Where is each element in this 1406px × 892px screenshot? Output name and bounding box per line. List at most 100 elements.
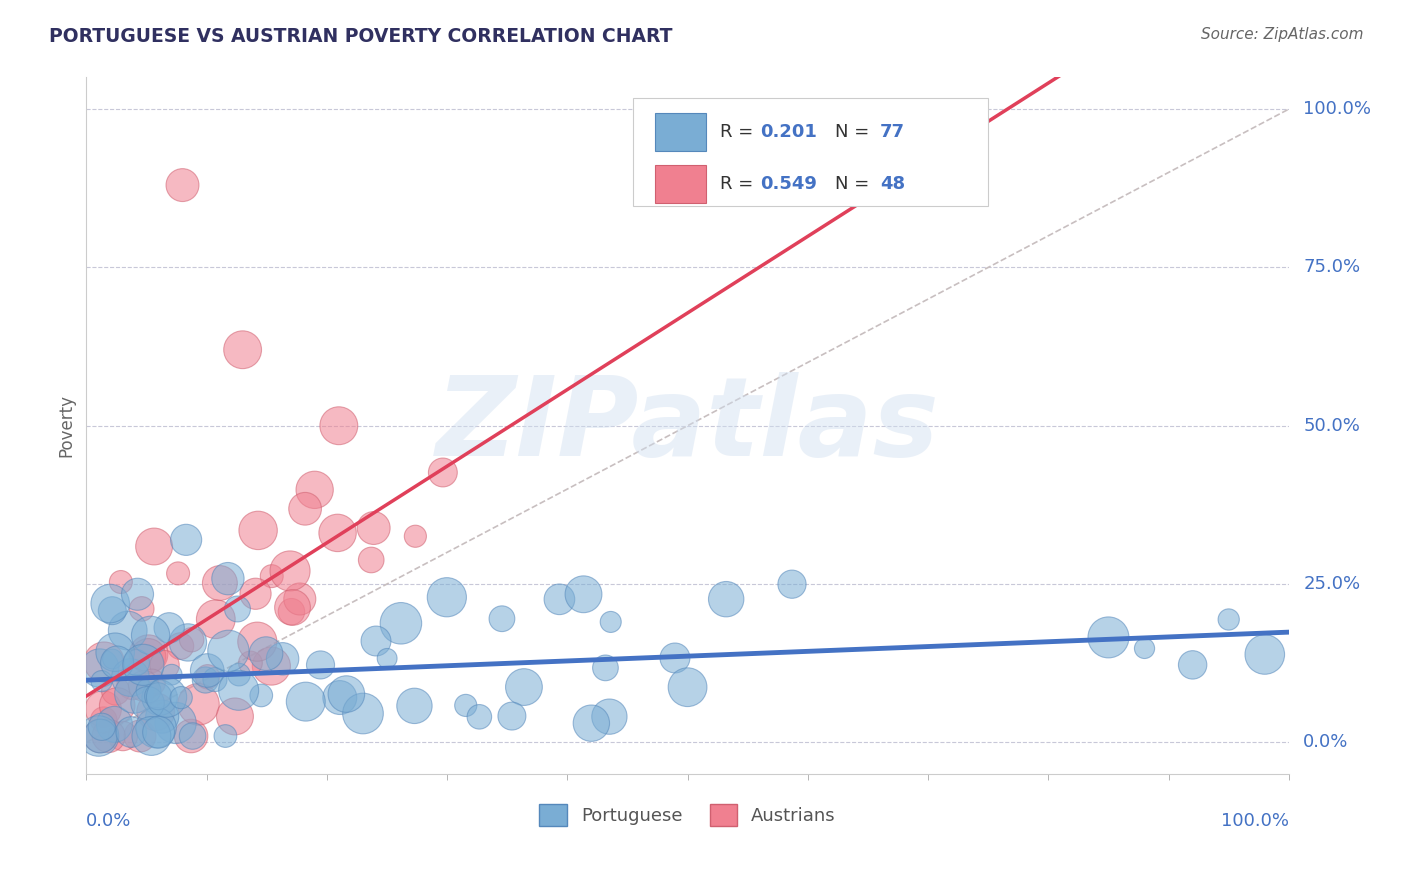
Point xyxy=(149,690,172,705)
Point xyxy=(432,466,454,480)
Point xyxy=(714,592,737,607)
Point xyxy=(548,592,571,607)
Point xyxy=(214,729,236,743)
Point xyxy=(172,178,194,193)
Point xyxy=(187,698,209,712)
Text: Source: ZipAtlas.com: Source: ZipAtlas.com xyxy=(1201,27,1364,42)
Point xyxy=(780,577,803,591)
Point xyxy=(101,604,124,618)
Point xyxy=(260,569,283,583)
Point xyxy=(93,713,115,727)
Text: 48: 48 xyxy=(880,175,905,193)
Point xyxy=(132,679,155,693)
Point xyxy=(157,621,180,635)
Point xyxy=(260,659,283,673)
Point xyxy=(294,695,316,709)
Point xyxy=(93,655,115,669)
Text: PORTUGUESE VS AUSTRIAN POVERTY CORRELATION CHART: PORTUGUESE VS AUSTRIAN POVERTY CORRELATI… xyxy=(49,27,672,45)
Point xyxy=(146,690,169,704)
Point xyxy=(288,592,311,607)
Point xyxy=(97,729,120,743)
Point xyxy=(352,706,374,721)
Legend: Portuguese, Austrians: Portuguese, Austrians xyxy=(533,797,844,833)
Text: R =: R = xyxy=(720,123,759,141)
Point xyxy=(131,602,153,616)
Point xyxy=(136,648,159,663)
Point xyxy=(364,634,387,648)
Point xyxy=(281,600,304,615)
Text: 100.0%: 100.0% xyxy=(1220,813,1289,830)
Point xyxy=(145,705,167,719)
Point xyxy=(160,667,183,681)
Point xyxy=(1181,657,1204,672)
Point xyxy=(180,729,202,743)
Point xyxy=(143,540,166,554)
Point xyxy=(141,729,163,743)
Point xyxy=(228,667,250,681)
Point xyxy=(404,698,426,713)
Point xyxy=(228,683,250,698)
Point xyxy=(110,574,132,589)
Point xyxy=(197,670,219,684)
Point xyxy=(436,591,458,605)
Text: N =: N = xyxy=(835,175,876,193)
Point xyxy=(1133,641,1156,656)
Text: ZIPatlas: ZIPatlas xyxy=(436,372,939,479)
Y-axis label: Poverty: Poverty xyxy=(58,394,75,458)
Point xyxy=(664,651,686,665)
Point xyxy=(250,689,273,703)
Point xyxy=(404,529,426,543)
Point xyxy=(122,677,145,691)
Point xyxy=(271,652,294,666)
Point xyxy=(89,729,111,743)
Point xyxy=(375,651,398,665)
Point xyxy=(148,725,170,739)
Text: 77: 77 xyxy=(880,123,905,141)
Point xyxy=(120,671,142,685)
Point xyxy=(181,729,204,743)
Point xyxy=(125,656,148,670)
Point xyxy=(98,597,121,611)
Point xyxy=(169,639,191,653)
Text: 0.0%: 0.0% xyxy=(1303,733,1348,751)
Point xyxy=(141,675,163,690)
Point xyxy=(468,710,491,724)
Point xyxy=(91,702,114,716)
Point xyxy=(329,690,352,705)
Point xyxy=(129,729,152,743)
Point xyxy=(105,698,128,713)
Point xyxy=(247,524,270,538)
Point xyxy=(117,624,139,638)
Text: R =: R = xyxy=(720,175,759,193)
Point xyxy=(90,720,112,734)
Point xyxy=(389,616,412,631)
Text: 75.0%: 75.0% xyxy=(1303,259,1361,277)
Text: 0.0%: 0.0% xyxy=(86,813,132,830)
Point xyxy=(254,647,277,661)
Point xyxy=(105,656,128,670)
Point xyxy=(174,533,197,547)
Point xyxy=(572,587,595,601)
Point xyxy=(111,729,134,743)
FancyBboxPatch shape xyxy=(655,112,706,151)
Point xyxy=(239,656,262,670)
Point xyxy=(170,690,193,705)
Point xyxy=(280,605,302,619)
Text: N =: N = xyxy=(835,123,876,141)
Point xyxy=(217,572,239,586)
Point xyxy=(177,635,200,649)
Point xyxy=(1218,612,1240,626)
Point xyxy=(278,564,301,578)
Point xyxy=(326,525,349,540)
Point xyxy=(87,729,110,743)
Point xyxy=(127,587,149,601)
Point xyxy=(136,696,159,710)
Point xyxy=(180,632,202,647)
Point xyxy=(208,576,231,591)
Point xyxy=(104,645,127,659)
Point xyxy=(89,729,111,743)
Point xyxy=(232,343,254,357)
Point xyxy=(335,687,357,701)
Point xyxy=(360,553,382,567)
Point xyxy=(138,647,160,661)
